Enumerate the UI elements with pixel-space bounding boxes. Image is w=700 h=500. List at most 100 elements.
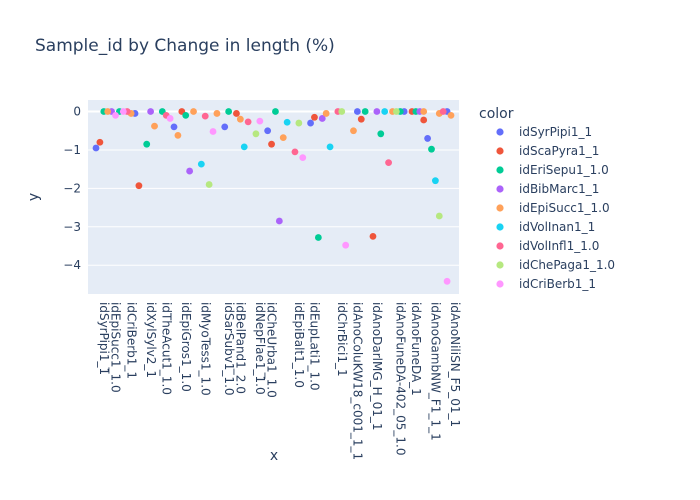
y-tick-label: 0 <box>73 105 81 119</box>
legend-label: idVolInfl1_1.0 <box>519 239 599 253</box>
y-tick-label: −3 <box>63 220 81 234</box>
data-point <box>182 111 190 119</box>
data-point <box>240 143 248 151</box>
data-point <box>112 111 119 119</box>
x-tick-label: idNepFlae1_1.0 <box>253 302 267 395</box>
data-point <box>197 160 205 168</box>
legend-label: idVolInan1_1 <box>519 220 595 234</box>
data-point <box>201 112 209 120</box>
y-tick-labels: 0 −1 −2 −3 −4 <box>63 105 81 273</box>
data-point <box>326 143 334 151</box>
data-point <box>244 118 252 126</box>
data-point <box>135 182 143 190</box>
legend-label: idChePaga1_1.0 <box>519 258 615 272</box>
legend-item[interactable]: idScaPyra1_1 <box>496 144 599 158</box>
legend-marker <box>496 147 504 155</box>
legend-marker <box>496 242 504 250</box>
data-point <box>357 115 365 123</box>
legend-item[interactable]: idEriSepu1_1.0 <box>496 163 609 177</box>
plot-area <box>88 100 459 294</box>
data-point <box>299 154 307 162</box>
data-point <box>143 140 151 148</box>
data-point <box>420 116 428 124</box>
data-point <box>221 123 229 131</box>
legend-label: idCriBerb1_1 <box>519 277 596 291</box>
legend-label: idSyrPipi1_1 <box>519 125 592 139</box>
legend[interactable]: idSyrPipi1_1 idScaPyra1_1 idEriSepu1_1.0id… <box>496 125 615 291</box>
data-point <box>151 122 158 130</box>
legend-title[interactable]: color <box>479 106 514 122</box>
data-point <box>377 130 385 138</box>
x-tick-label: idXylSylv2_1 <box>144 302 158 378</box>
legend-item[interactable]: idVolInan1_1 <box>496 220 595 234</box>
legend-item[interactable]: idBibMarc1_1 <box>496 182 599 196</box>
legend-item[interactable]: idVolInfl1_1.0 <box>496 239 599 253</box>
x-tick-label: idMyoTess1_1.0 <box>198 302 212 396</box>
data-point <box>385 159 392 167</box>
x-tick-label: idChrBici1_1 <box>335 302 349 377</box>
data-point <box>311 113 318 121</box>
legend-item[interactable]: idEpiSucc1_1.0 <box>496 201 610 215</box>
data-point <box>424 135 431 142</box>
legend-label: idBibMarc1_1 <box>519 182 599 196</box>
data-point <box>318 115 326 122</box>
data-point <box>361 108 369 115</box>
x-tick-label: idSyrPipi1_1 <box>97 302 111 375</box>
x-tick-label: idAnoColuKW18_c001_1_1 <box>351 302 365 460</box>
x-tick-label: idEpiSucc1_1.0 <box>109 302 123 393</box>
data-point <box>381 108 389 115</box>
x-tick-label: idTheAcut1_1.0 <box>159 302 173 395</box>
data-point <box>92 144 100 152</box>
data-point <box>275 217 283 225</box>
data-point <box>307 119 314 127</box>
data-point <box>431 177 439 185</box>
data-point <box>342 241 350 249</box>
y-axis-title: y <box>26 193 42 201</box>
legend-marker <box>496 185 504 193</box>
data-point <box>369 232 377 240</box>
legend-label: idEriSepu1_1.0 <box>519 163 609 177</box>
data-point <box>314 234 322 241</box>
data-point <box>205 181 213 188</box>
data-point <box>283 118 291 126</box>
x-tick-label: idEpiBalt1_1.0 <box>292 302 306 388</box>
data-point <box>233 110 240 117</box>
legend-item[interactable]: idChePaga1_1.0 <box>496 258 615 272</box>
data-point <box>350 127 357 135</box>
data-point <box>104 108 112 115</box>
data-point <box>322 110 330 117</box>
data-point <box>186 167 194 175</box>
x-tick-label: idEpiGros1_1.0 <box>179 302 193 392</box>
legend-item[interactable]: idSyrPipi1_1 <box>496 125 592 139</box>
data-point <box>119 108 127 115</box>
x-tick-label: idEupLati1_1.0 <box>308 302 322 391</box>
legend-item[interactable]: idCriBerb1_1 <box>496 277 596 291</box>
x-tick-label: idAnoNiliSN_F5_01_1 <box>448 302 462 427</box>
data-point <box>256 117 264 125</box>
legend-label: idScaPyra1_1 <box>519 144 599 158</box>
data-point <box>373 108 381 115</box>
x-tick-label: idAnoFuneDA-402_05_1.0 <box>393 302 407 456</box>
x-tick-label: idCriBerb1_1 <box>124 302 138 379</box>
data-point <box>166 115 174 122</box>
data-point <box>236 115 244 123</box>
legend-marker <box>496 128 504 136</box>
legend-label: idEpiSucc1_1.0 <box>519 201 610 215</box>
chart-title: Sample_id by Change in length (%) <box>35 36 335 56</box>
data-point <box>338 108 346 115</box>
data-point <box>174 131 182 139</box>
y-tick-label: −1 <box>63 143 81 157</box>
data-point <box>428 145 435 153</box>
legend-marker <box>496 166 504 174</box>
data-point <box>170 123 178 131</box>
data-point <box>252 130 260 138</box>
data-point <box>443 277 451 285</box>
x-tick-label: idBelPand1_2.0 <box>234 302 248 394</box>
data-point <box>439 108 447 115</box>
data-point <box>96 138 104 146</box>
data-point <box>420 108 428 115</box>
data-point <box>435 212 443 220</box>
legend-marker <box>496 204 504 212</box>
data-point <box>147 108 155 115</box>
